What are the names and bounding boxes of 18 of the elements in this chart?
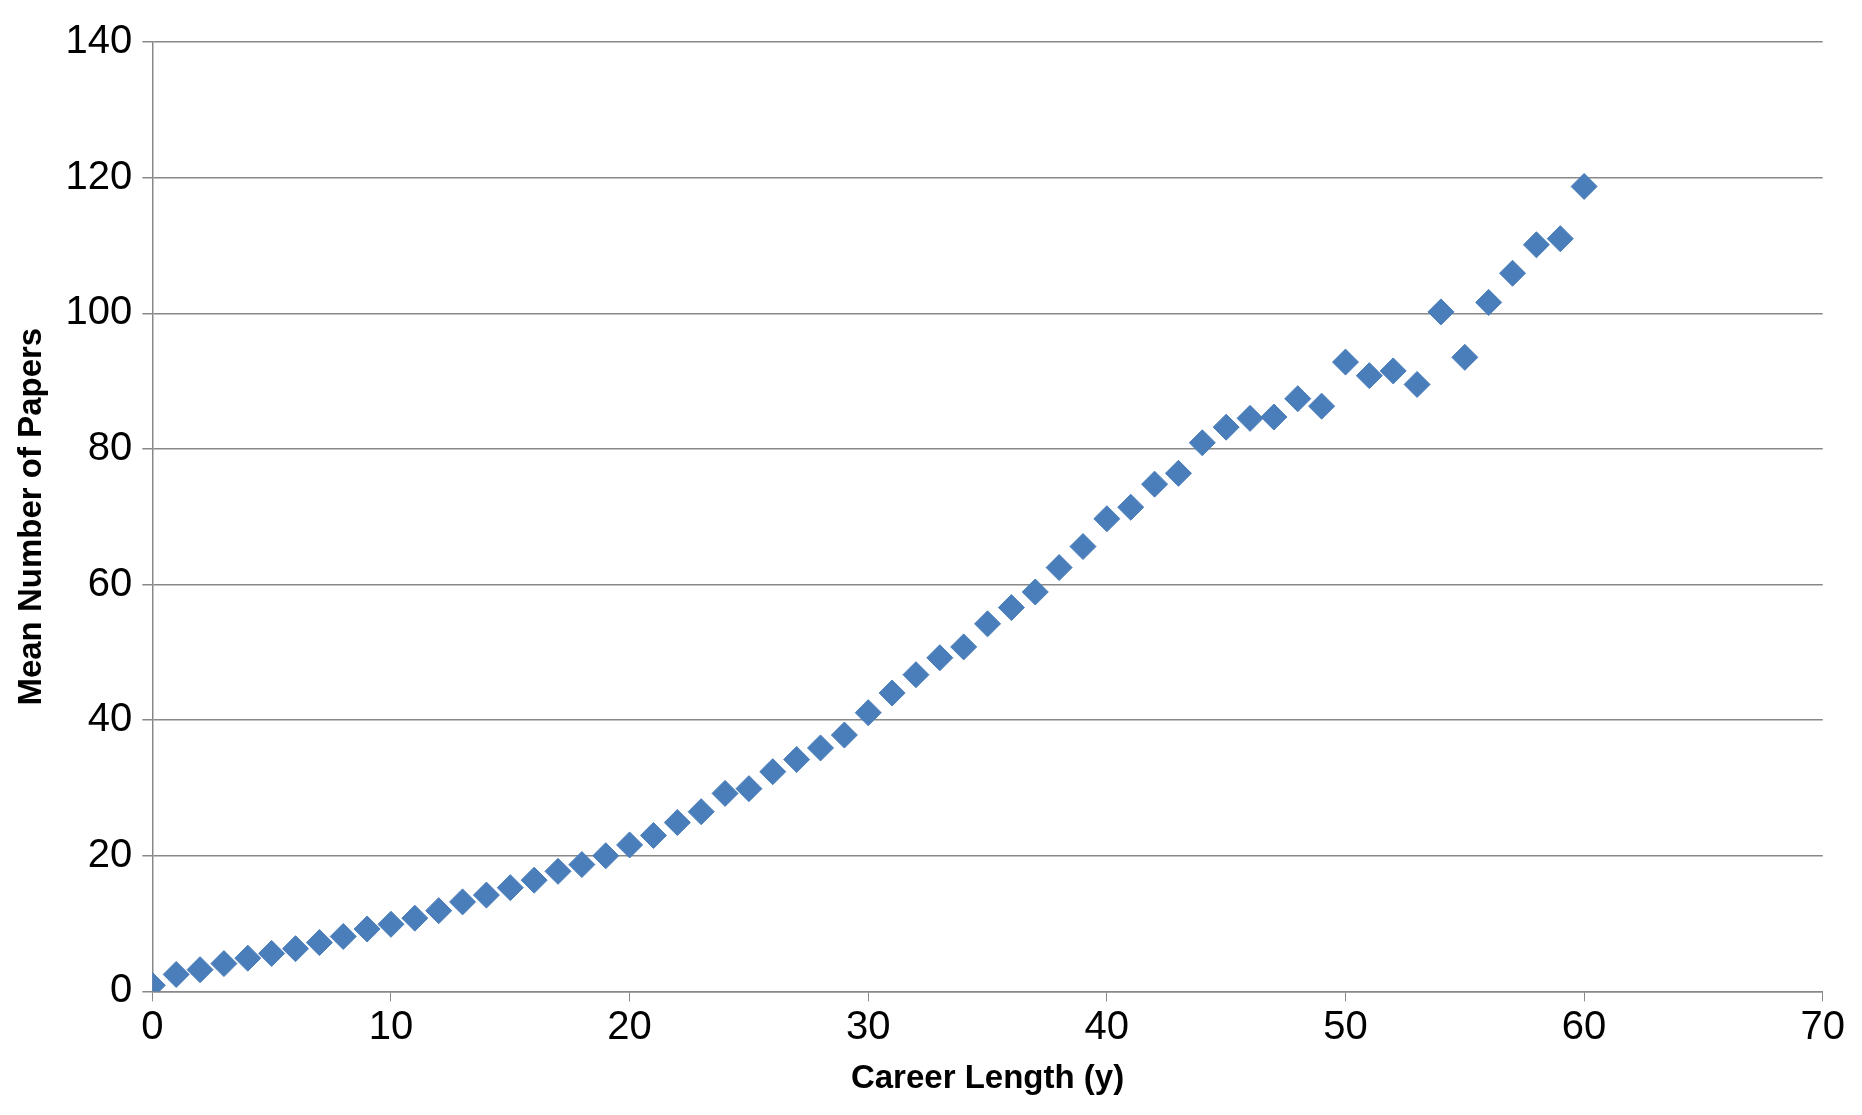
x-tick-label: 30 xyxy=(845,1003,891,1048)
x-tick-label: 0 xyxy=(141,1003,164,1048)
y-tick-label: 0 xyxy=(110,966,133,1011)
x-tick-label: 20 xyxy=(607,1003,652,1048)
x-axis-title: Career Length (y) xyxy=(850,1058,1125,1096)
x-tick-label: 70 xyxy=(1800,1003,1845,1048)
x-tick-label: 60 xyxy=(1561,1003,1607,1048)
y-tick-label: 140 xyxy=(65,17,133,62)
x-tick-label: 10 xyxy=(368,1003,414,1048)
x-tick-label: 40 xyxy=(1084,1003,1130,1048)
y-tick-label: 120 xyxy=(65,152,133,197)
x-tick-label: 50 xyxy=(1323,1003,1368,1048)
y-tick-label: 60 xyxy=(87,559,133,604)
y-axis-title: Mean Number of Papers xyxy=(10,327,48,706)
y-tick-label: 80 xyxy=(87,423,133,468)
y-tick-label: 40 xyxy=(87,695,133,740)
y-tick-label: 100 xyxy=(65,288,133,333)
y-tick-label: 20 xyxy=(87,830,133,875)
